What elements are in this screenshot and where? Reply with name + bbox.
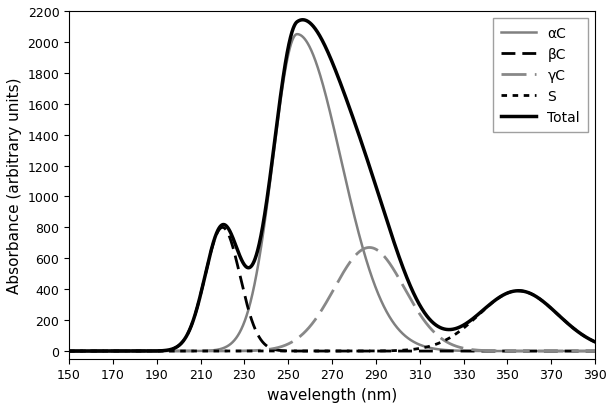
αC (293, 33, 301, 38)
βC (498, 349, 505, 354)
X-axis label: wavelength (nm): wavelength (nm) (267, 387, 397, 402)
βC (381, 349, 389, 354)
S (408, 347, 415, 352)
Total (299, 18, 306, 23)
γC (366, 245, 373, 250)
γC (408, 298, 415, 303)
S (161, 349, 168, 354)
γC (458, 346, 465, 351)
Line: βC: βC (69, 228, 595, 351)
Total (266, 175, 274, 180)
γC (591, 349, 599, 354)
γC (381, 255, 389, 260)
αC (458, 348, 465, 353)
βC (66, 349, 73, 354)
βC (266, 346, 274, 351)
αC (161, 349, 168, 354)
S (591, 339, 599, 344)
αC (408, 338, 415, 343)
Total (161, 348, 168, 353)
γC (266, 347, 274, 352)
Total (498, 294, 505, 299)
Y-axis label: Absorbance (arbitrary units): Absorbance (arbitrary units) (7, 77, 22, 293)
αC (266, 180, 274, 184)
βC (219, 225, 226, 230)
Total (381, 212, 389, 217)
αC (66, 349, 73, 354)
αC (498, 349, 505, 354)
Total (591, 339, 599, 344)
αC (381, 306, 389, 311)
Line: Total: Total (69, 21, 595, 351)
Line: αC: αC (69, 35, 595, 351)
γC (161, 349, 168, 354)
Legend: αC, βC, γC, S, Total: αC, βC, γC, S, Total (493, 19, 588, 133)
Line: γC: γC (69, 248, 595, 351)
Total (408, 286, 415, 291)
γC (66, 349, 73, 354)
βC (161, 348, 168, 353)
S (458, 328, 465, 333)
S (66, 349, 73, 354)
S (498, 294, 505, 299)
Line: S: S (69, 291, 595, 351)
S (381, 348, 388, 353)
βC (458, 349, 465, 354)
S (515, 289, 522, 294)
γC (498, 348, 505, 353)
S (266, 349, 274, 354)
Total (66, 349, 73, 354)
Total (458, 324, 465, 329)
βC (591, 349, 599, 354)
αC (591, 349, 599, 354)
βC (408, 349, 415, 354)
